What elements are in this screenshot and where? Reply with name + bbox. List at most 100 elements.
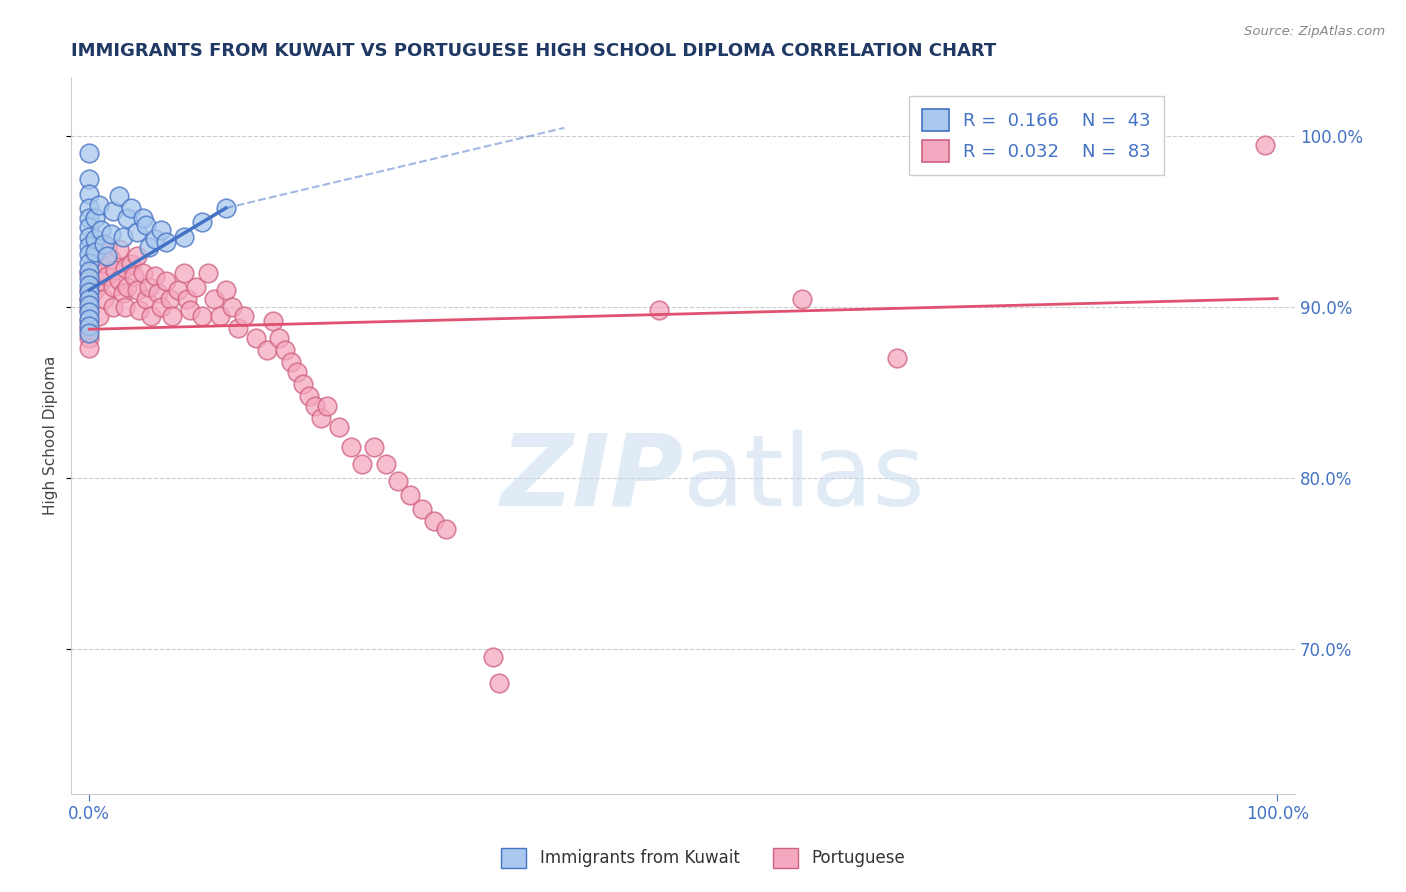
Point [90,223,112,237]
Point [139,309,162,323]
Point [328,419,350,434]
Point [399,488,422,502]
Point [96,269,118,284]
Point [162,309,184,323]
Point [197,266,219,280]
Point [114,260,136,275]
Point [111,230,134,244]
Point [77,312,100,326]
Point [84,245,107,260]
Point [101,279,124,293]
Point [387,474,409,488]
Point [886,351,908,366]
Point [77,146,100,161]
Point [285,365,308,379]
Point [104,262,127,277]
Point [108,273,131,287]
Point [101,204,124,219]
Point [77,305,100,319]
Point [488,675,510,690]
Point [125,225,148,239]
Point [202,292,225,306]
Point [101,300,124,314]
Point [309,411,332,425]
Point [274,343,297,357]
Point [77,201,100,215]
Point [117,211,139,226]
Point [84,211,107,226]
Text: Source: ZipAtlas.com: Source: ZipAtlas.com [1244,25,1385,38]
Point [125,283,148,297]
Point [191,215,214,229]
Point [790,292,813,306]
Point [90,257,112,271]
Point [77,271,100,285]
Point [77,292,100,306]
Point [77,238,100,252]
Point [215,283,238,297]
Point [135,218,157,232]
Point [1254,137,1277,152]
Point [173,230,195,244]
Point [77,172,100,186]
Point [191,309,214,323]
Point [179,303,201,318]
Point [138,240,160,254]
Point [93,236,115,251]
Point [128,303,150,318]
Point [155,235,177,250]
Point [186,279,208,293]
Point [135,292,157,306]
Point [90,275,112,289]
Point [292,376,315,391]
Point [262,314,284,328]
Point [77,187,100,202]
Point [173,266,195,280]
Point [120,257,142,271]
Point [96,240,118,254]
Point [84,232,107,246]
Point [84,283,107,297]
Point [77,230,100,244]
Point [111,286,134,301]
Point [221,300,243,314]
Point [245,331,267,345]
Point [125,249,148,263]
Point [77,219,100,234]
Point [411,501,433,516]
Point [96,249,118,263]
Point [77,331,100,345]
Point [100,252,122,267]
Point [77,292,100,306]
Point [77,318,100,333]
Point [304,399,326,413]
Point [167,283,190,297]
Point [146,286,169,301]
Point [143,269,166,284]
Point [77,255,100,269]
Point [339,440,361,454]
Point [77,264,100,278]
Point [280,355,302,369]
Point [77,285,100,299]
Point [77,247,100,261]
Point [124,269,146,284]
Point [114,300,136,314]
Point [138,279,160,293]
Point [176,292,198,306]
Point [434,522,457,536]
Point [100,227,122,241]
Point [120,201,142,215]
Text: IMMIGRANTS FROM KUWAIT VS PORTUGUESE HIGH SCHOOL DIPLOMA CORRELATION CHART: IMMIGRANTS FROM KUWAIT VS PORTUGUESE HIG… [72,42,997,60]
Point [132,266,155,280]
Point [77,266,100,280]
Point [155,275,177,289]
Point [87,309,110,323]
Point [77,322,100,336]
Point [352,457,374,471]
Point [648,303,671,318]
Point [77,211,100,226]
Point [77,283,100,297]
Point [315,399,337,413]
Legend: R =  0.166    N =  43, R =  0.032    N =  83: R = 0.166 N = 43, R = 0.032 N = 83 [910,96,1164,175]
